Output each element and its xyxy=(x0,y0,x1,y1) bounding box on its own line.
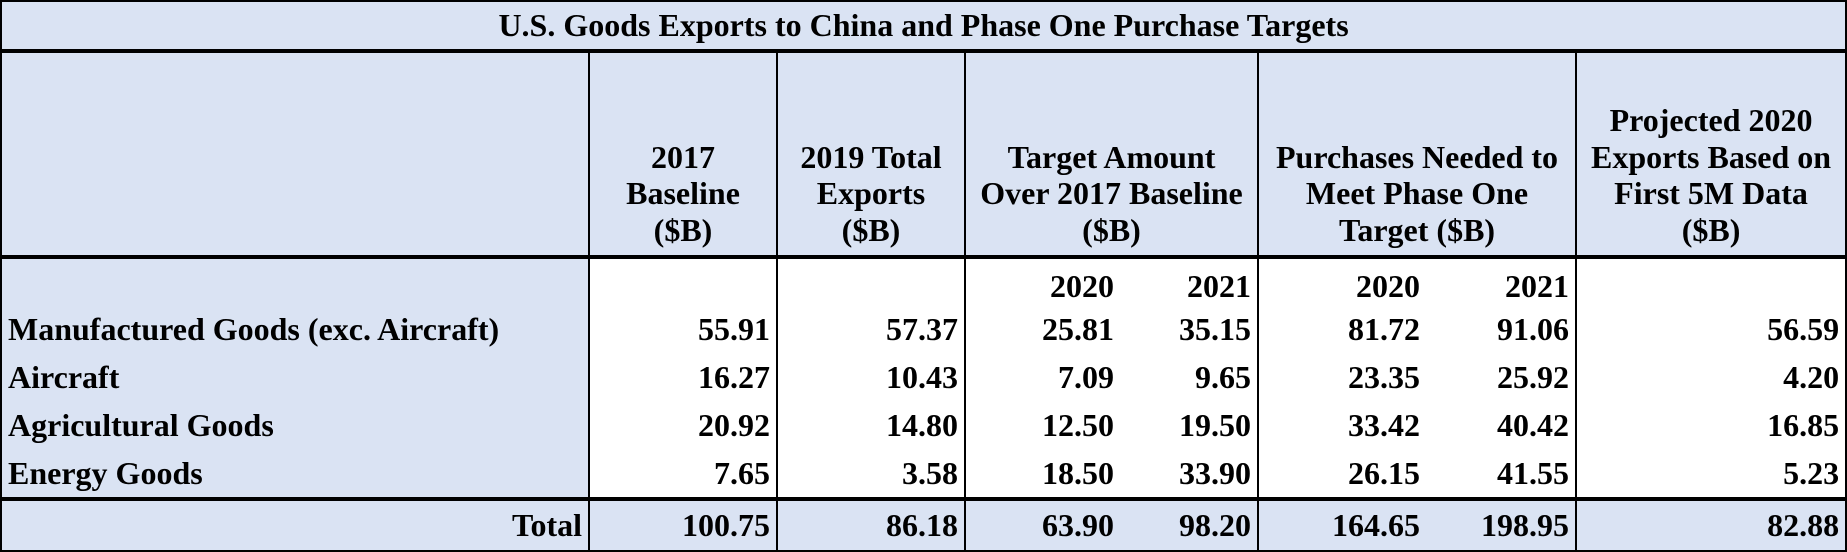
header-exports-2019: 2019 Total Exports ($B) xyxy=(776,51,966,259)
total-value: 63.90 xyxy=(965,497,1120,552)
cell-value: 91.06 xyxy=(1426,305,1577,353)
cell-value: 35.15 xyxy=(1120,305,1259,353)
total-row: Total 100.75 86.18 63.90 98.20 164.65 19… xyxy=(0,497,1847,552)
table-row: Energy Goods 7.65 3.58 18.50 33.90 26.15 41.55… xyxy=(0,449,1847,499)
cell-value: 16.27 xyxy=(589,353,778,401)
cell-value: 25.92 xyxy=(1426,353,1577,401)
row-label: Aircraft xyxy=(0,353,590,401)
total-value: 82.88 xyxy=(1576,497,1847,552)
cell-value: 3.58 xyxy=(777,449,966,499)
table-row: Agricultural Goods 20.92 14.80 12.50 19.50 33… xyxy=(0,401,1847,449)
total-value: 198.95 xyxy=(1426,497,1577,552)
total-value: 98.20 xyxy=(1120,497,1259,552)
row-label: Manufactured Goods (exc. Aircraft) xyxy=(0,305,590,353)
cell-value: 23.35 xyxy=(1258,353,1426,401)
header-row: 2017 Baseline ($B) 2019 Total Exports ($… xyxy=(0,51,1847,259)
total-value: 100.75 xyxy=(589,497,778,552)
cell-value: 9.65 xyxy=(1120,353,1259,401)
cell-value: 25.81 xyxy=(965,305,1120,353)
cell-value: 19.50 xyxy=(1120,401,1259,449)
table-row: Aircraft 16.27 10.43 7.09 9.65 23.35 25.92 4.20 xyxy=(0,353,1847,401)
header-baseline-2017: 2017 Baseline ($B) xyxy=(588,51,778,259)
cell-value: 41.55 xyxy=(1426,449,1577,499)
subheader-row: 2020 2021 2020 2021 xyxy=(0,257,1847,305)
cell-value: 56.59 xyxy=(1576,305,1847,353)
cell-value: 81.72 xyxy=(1258,305,1426,353)
cell-value: 33.90 xyxy=(1120,449,1259,499)
header-purchases-needed: Purchases Needed to Meet Phase One Targe… xyxy=(1257,51,1577,259)
cell-value: 7.09 xyxy=(965,353,1120,401)
cell-value: 33.42 xyxy=(1258,401,1426,449)
cell-value: 7.65 xyxy=(589,449,778,499)
total-label: Total xyxy=(0,497,590,552)
subheader-target-2021: 2021 xyxy=(1120,257,1259,305)
row-label: Energy Goods xyxy=(0,449,590,499)
cell-value: 5.23 xyxy=(1576,449,1847,499)
cell-value: 20.92 xyxy=(589,401,778,449)
header-target-amount: Target Amount Over 2017 Baseline ($B) xyxy=(964,51,1259,259)
cell-value: 14.80 xyxy=(777,401,966,449)
cell-value: 16.85 xyxy=(1576,401,1847,449)
cell-value: 10.43 xyxy=(777,353,966,401)
cell-value: 55.91 xyxy=(589,305,778,353)
row-label: Agricultural Goods xyxy=(0,401,590,449)
total-value: 86.18 xyxy=(777,497,966,552)
cell-value: 18.50 xyxy=(965,449,1120,499)
subheader-needed-2020: 2020 xyxy=(1258,257,1426,305)
header-projected-2020: Projected 2020 Exports Based on First 5M… xyxy=(1574,51,1847,259)
table-row: Manufactured Goods (exc. Aircraft) 55.91 5… xyxy=(0,305,1847,353)
subheader-target-2020: 2020 xyxy=(965,257,1120,305)
table-title: U.S. Goods Exports to China and Phase On… xyxy=(0,0,1847,53)
total-value: 164.65 xyxy=(1258,497,1426,552)
subheader-needed-2021: 2021 xyxy=(1426,257,1577,305)
cell-value: 4.20 xyxy=(1576,353,1847,401)
cell-value: 40.42 xyxy=(1426,401,1577,449)
cell-value: 57.37 xyxy=(777,305,966,353)
title-row: U.S. Goods Exports to China and Phase On… xyxy=(0,0,1847,53)
cell-value: 26.15 xyxy=(1258,449,1426,499)
header-empty xyxy=(0,51,590,259)
cell-value: 12.50 xyxy=(965,401,1120,449)
